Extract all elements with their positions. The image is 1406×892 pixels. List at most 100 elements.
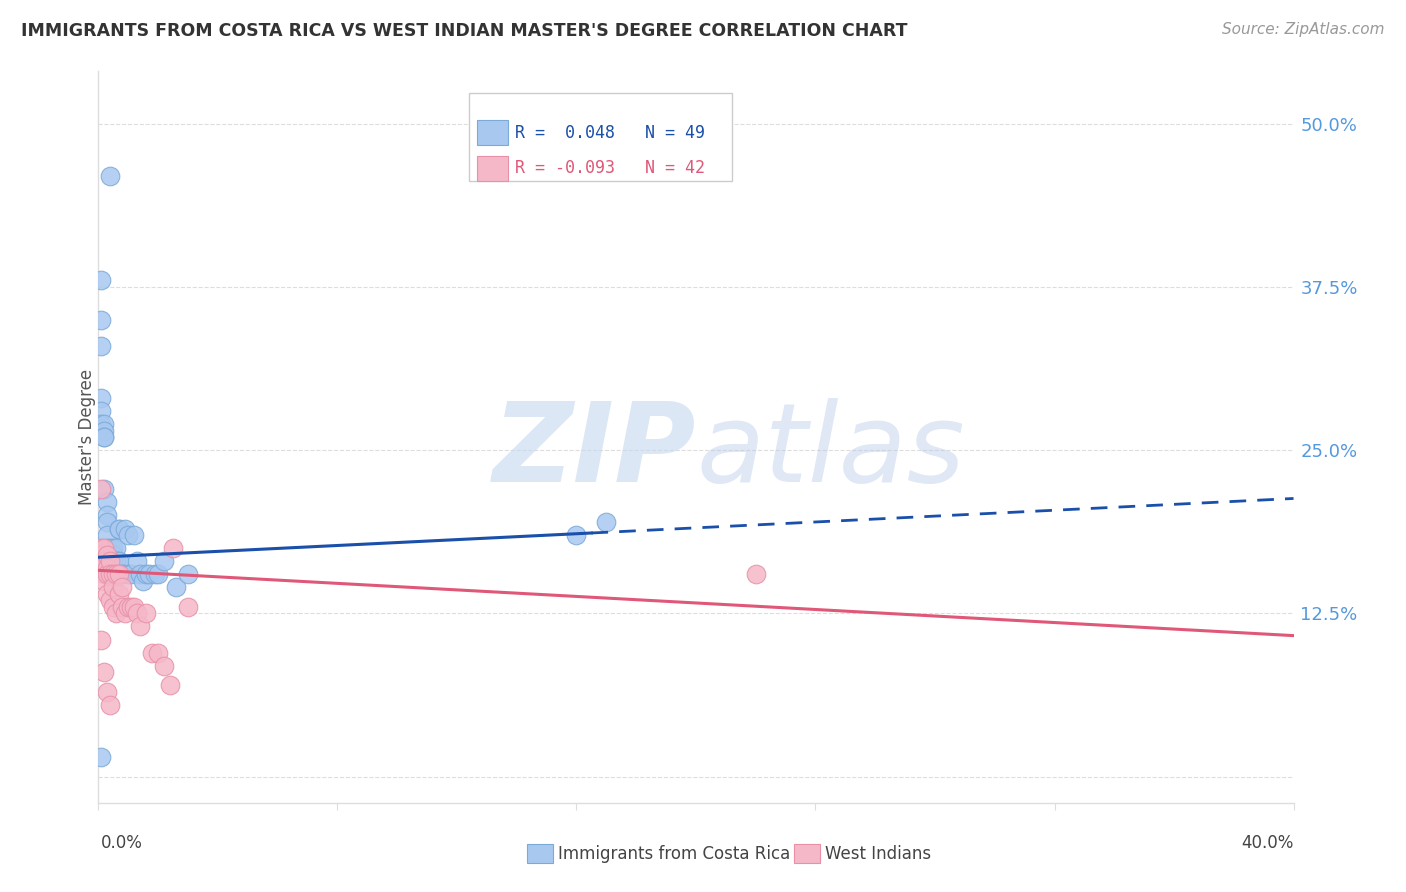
Point [135, 567, 157, 582]
Point [105, 554, 128, 568]
Point [103, 548, 125, 562]
Point [105, 541, 128, 555]
Point [132, 574, 155, 588]
Point [93, 567, 115, 582]
Point [96, 515, 118, 529]
Point [93, 541, 115, 555]
Point [90, 541, 112, 555]
Point [90, 560, 112, 574]
Point [90, 391, 112, 405]
Text: Source: ZipAtlas.com: Source: ZipAtlas.com [1222, 22, 1385, 37]
Point [98, 169, 122, 183]
Point [90, 312, 112, 326]
Point [103, 541, 125, 555]
Point [114, 607, 136, 621]
Text: 0.0%: 0.0% [101, 834, 143, 852]
Point [129, 567, 152, 582]
Point [120, 599, 142, 614]
Y-axis label: Master's Degree: Master's Degree [79, 369, 96, 505]
Point [162, 541, 184, 555]
Point [90, 632, 112, 647]
Point [153, 554, 176, 568]
Point [103, 567, 125, 582]
Point [90, 417, 112, 431]
Point [93, 554, 115, 568]
Text: R =  0.048   N = 49: R = 0.048 N = 49 [516, 124, 706, 142]
Point [96, 508, 118, 523]
Point [98, 567, 122, 582]
Point [98, 548, 122, 562]
Point [129, 619, 152, 633]
Point [96, 541, 118, 555]
Point [143, 567, 166, 582]
Point [93, 430, 115, 444]
Point [565, 528, 588, 542]
Text: IMMIGRANTS FROM COSTA RICA VS WEST INDIAN MASTER'S DEGREE CORRELATION CHART: IMMIGRANTS FROM COSTA RICA VS WEST INDIA… [21, 22, 908, 40]
Point [98, 554, 122, 568]
Point [135, 607, 157, 621]
Point [595, 515, 617, 529]
Point [114, 521, 136, 535]
Point [148, 646, 170, 660]
Point [105, 554, 128, 568]
Point [153, 658, 176, 673]
Point [124, 599, 146, 614]
Point [98, 541, 122, 555]
Point [93, 424, 115, 438]
Point [141, 646, 163, 660]
Text: atlas: atlas [696, 398, 965, 505]
Point [177, 599, 200, 614]
Point [90, 548, 112, 562]
Point [98, 548, 122, 562]
Text: West Indians: West Indians [825, 845, 931, 863]
Point [108, 554, 131, 568]
Point [124, 528, 146, 542]
Point [93, 574, 115, 588]
Point [98, 593, 122, 607]
Point [117, 599, 139, 614]
Text: Immigrants from Costa Rica: Immigrants from Costa Rica [558, 845, 790, 863]
Point [108, 521, 131, 535]
Point [105, 567, 128, 582]
Point [108, 567, 131, 582]
Point [96, 685, 118, 699]
Point [93, 483, 115, 497]
Point [90, 750, 112, 764]
Point [108, 521, 131, 535]
Point [103, 554, 125, 568]
Point [96, 560, 118, 574]
Point [93, 417, 115, 431]
Point [111, 599, 134, 614]
Point [108, 587, 131, 601]
Point [138, 567, 160, 582]
Point [96, 587, 118, 601]
Point [90, 483, 112, 497]
Point [96, 567, 118, 582]
Point [165, 580, 187, 594]
Point [120, 567, 142, 582]
Point [90, 273, 112, 287]
Point [90, 404, 112, 418]
Point [98, 698, 122, 712]
Point [127, 607, 149, 621]
Point [111, 567, 134, 582]
Point [177, 567, 200, 582]
Point [103, 599, 125, 614]
Point [159, 678, 181, 692]
Point [103, 580, 125, 594]
Point [90, 339, 112, 353]
Point [148, 567, 170, 582]
Point [111, 567, 134, 582]
Point [127, 554, 149, 568]
Point [745, 567, 768, 582]
Text: R = -0.093   N = 42: R = -0.093 N = 42 [516, 160, 706, 178]
Point [93, 665, 115, 680]
Text: 40.0%: 40.0% [1241, 834, 1294, 852]
Point [111, 580, 134, 594]
Point [105, 607, 128, 621]
Point [96, 548, 118, 562]
Text: ZIP: ZIP [492, 398, 696, 505]
Point [117, 567, 139, 582]
Point [96, 528, 118, 542]
Point [96, 495, 118, 509]
